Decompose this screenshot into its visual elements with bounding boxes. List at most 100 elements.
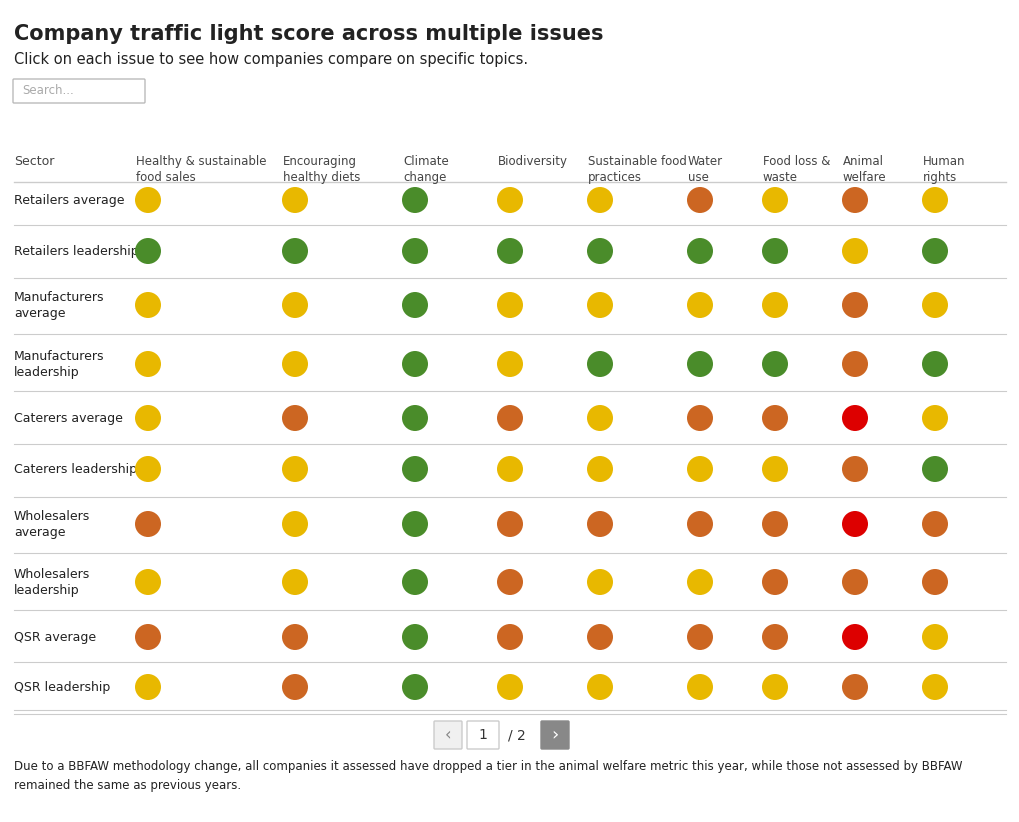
Circle shape	[496, 624, 523, 650]
Circle shape	[401, 292, 428, 318]
Circle shape	[841, 405, 867, 431]
Circle shape	[135, 674, 161, 700]
Text: ‹: ‹	[444, 726, 450, 744]
Circle shape	[281, 292, 308, 318]
Circle shape	[401, 238, 428, 264]
Circle shape	[135, 624, 161, 650]
Circle shape	[135, 238, 161, 264]
Text: Biodiversity: Biodiversity	[497, 155, 568, 168]
Text: Sustainable food
practices: Sustainable food practices	[587, 155, 686, 184]
Circle shape	[586, 187, 612, 213]
Circle shape	[687, 351, 712, 377]
Circle shape	[496, 292, 523, 318]
Circle shape	[761, 351, 788, 377]
Circle shape	[921, 511, 947, 537]
Circle shape	[401, 405, 428, 431]
Circle shape	[761, 624, 788, 650]
Circle shape	[841, 624, 867, 650]
Circle shape	[841, 238, 867, 264]
Circle shape	[401, 624, 428, 650]
Circle shape	[761, 405, 788, 431]
Circle shape	[921, 674, 947, 700]
Text: Click on each issue to see how companies compare on specific topics.: Click on each issue to see how companies…	[14, 52, 528, 67]
Text: Climate
change: Climate change	[403, 155, 448, 184]
Text: Caterers leadership: Caterers leadership	[14, 463, 137, 475]
Text: Food loss &
waste: Food loss & waste	[762, 155, 829, 184]
Circle shape	[687, 238, 712, 264]
Circle shape	[281, 238, 308, 264]
Text: Retailers average: Retailers average	[14, 193, 124, 206]
Text: Wholesalers
average: Wholesalers average	[14, 510, 90, 538]
Text: Due to a BBFAW methodology change, all companies it assessed have dropped a tier: Due to a BBFAW methodology change, all c…	[14, 760, 962, 792]
Circle shape	[135, 187, 161, 213]
Circle shape	[921, 187, 947, 213]
Text: Company traffic light score across multiple issues: Company traffic light score across multi…	[14, 24, 603, 44]
Text: Retailers leadership: Retailers leadership	[14, 244, 139, 257]
Circle shape	[281, 511, 308, 537]
Circle shape	[687, 456, 712, 482]
Circle shape	[281, 187, 308, 213]
Circle shape	[761, 511, 788, 537]
Circle shape	[761, 456, 788, 482]
Text: Human
rights: Human rights	[922, 155, 965, 184]
Text: Healthy & sustainable
food sales: Healthy & sustainable food sales	[136, 155, 266, 184]
Circle shape	[761, 187, 788, 213]
Circle shape	[496, 187, 523, 213]
Text: Search...: Search...	[22, 85, 73, 98]
Circle shape	[687, 674, 712, 700]
Text: Manufacturers
leadership: Manufacturers leadership	[14, 349, 104, 378]
Circle shape	[401, 187, 428, 213]
Circle shape	[841, 569, 867, 595]
Circle shape	[401, 569, 428, 595]
Circle shape	[687, 405, 712, 431]
Circle shape	[496, 674, 523, 700]
Text: Encouraging
healthy diets: Encouraging healthy diets	[282, 155, 360, 184]
Circle shape	[761, 674, 788, 700]
Text: ›: ›	[551, 726, 558, 744]
Circle shape	[921, 238, 947, 264]
Circle shape	[281, 674, 308, 700]
Circle shape	[586, 405, 612, 431]
Text: QSR leadership: QSR leadership	[14, 681, 110, 694]
FancyBboxPatch shape	[433, 721, 462, 749]
Circle shape	[586, 624, 612, 650]
Circle shape	[496, 238, 523, 264]
Text: Water
use: Water use	[688, 155, 722, 184]
Circle shape	[135, 405, 161, 431]
Circle shape	[921, 456, 947, 482]
Circle shape	[841, 456, 867, 482]
Circle shape	[841, 187, 867, 213]
Circle shape	[281, 405, 308, 431]
Circle shape	[921, 405, 947, 431]
Circle shape	[496, 456, 523, 482]
Circle shape	[841, 351, 867, 377]
Circle shape	[687, 511, 712, 537]
Circle shape	[496, 569, 523, 595]
Circle shape	[687, 292, 712, 318]
FancyBboxPatch shape	[13, 79, 145, 103]
Circle shape	[586, 351, 612, 377]
Circle shape	[496, 511, 523, 537]
Circle shape	[586, 511, 612, 537]
Text: Caterers average: Caterers average	[14, 412, 122, 424]
Circle shape	[586, 292, 612, 318]
Circle shape	[496, 405, 523, 431]
Circle shape	[281, 351, 308, 377]
Circle shape	[841, 674, 867, 700]
Circle shape	[401, 456, 428, 482]
Text: Wholesalers
leadership: Wholesalers leadership	[14, 567, 90, 597]
Text: Sector: Sector	[14, 155, 54, 168]
Circle shape	[135, 292, 161, 318]
Circle shape	[841, 511, 867, 537]
Circle shape	[135, 511, 161, 537]
Circle shape	[586, 238, 612, 264]
FancyBboxPatch shape	[467, 721, 498, 749]
Circle shape	[687, 569, 712, 595]
Circle shape	[761, 238, 788, 264]
Circle shape	[586, 456, 612, 482]
Text: 1: 1	[478, 728, 487, 742]
Circle shape	[921, 351, 947, 377]
Circle shape	[401, 351, 428, 377]
Circle shape	[761, 292, 788, 318]
Circle shape	[135, 351, 161, 377]
